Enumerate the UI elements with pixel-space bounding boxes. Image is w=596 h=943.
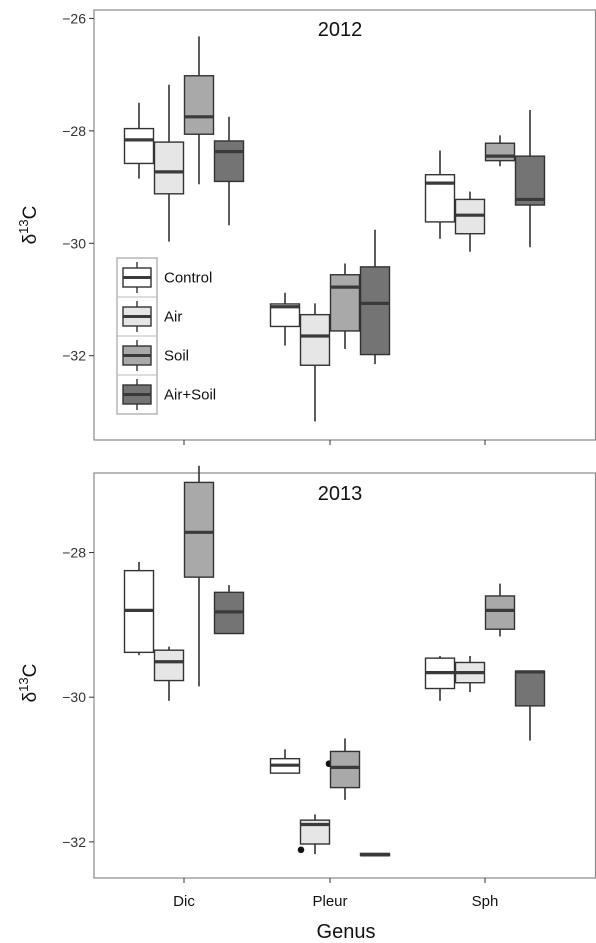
legend-key-air-soil [116, 374, 158, 415]
legend-key-control [116, 257, 158, 298]
y-label-sup: 13 [16, 219, 31, 233]
panel-title: 2013 [318, 483, 363, 505]
x-tick-label: Sph [472, 893, 499, 910]
box-air-dic [153, 84, 185, 242]
box-body [359, 266, 391, 356]
legend-label: Control [164, 270, 212, 287]
box-control-dic [123, 561, 155, 656]
box-body [514, 670, 546, 707]
box-body [153, 649, 185, 682]
box-body [123, 127, 155, 165]
legend-label: Air+Soil [164, 387, 216, 404]
box-body [213, 140, 245, 183]
box-control-pleur [269, 292, 301, 346]
box-control-pleur [269, 749, 301, 774]
box-body [484, 595, 516, 630]
y-tick-label: −28 [62, 123, 86, 139]
panel-2012: 2012 −32 −30 −28 −26 δ13C Control Air Soil Air+So… [16, 9, 596, 445]
box-soil-sph [484, 583, 516, 637]
box-body [153, 141, 185, 195]
box-air-soil-pleur [359, 229, 391, 365]
legend-label: Soil [164, 348, 189, 365]
legend-key-soil [116, 335, 158, 376]
y-tick-label: −28 [62, 545, 86, 561]
legend: Control Air Soil Air+Soil [116, 257, 216, 415]
legend-label: Air [164, 309, 182, 326]
y-tick-label: −26 [62, 10, 86, 26]
box-soil-sph [484, 135, 516, 167]
box-air-sph [454, 191, 486, 252]
y-axis-label: δ13C [16, 664, 41, 703]
box-air-soil-pleur [359, 852, 391, 857]
box-air-soil-sph [514, 110, 546, 248]
panel-title: 2012 [318, 19, 363, 41]
legend-key-air [116, 296, 158, 337]
y-label-base: δ [20, 234, 41, 245]
box-body [183, 75, 215, 135]
y-tick-label: −30 [62, 235, 86, 251]
box-soil-dic [183, 36, 215, 185]
x-tick-label: Pleur [312, 893, 347, 910]
box-body [269, 303, 301, 328]
box-air-soil-sph [514, 670, 546, 741]
box-body [329, 750, 361, 789]
box-air-sph [454, 655, 486, 693]
box-control-sph [424, 150, 456, 239]
panel-2013: 2013 −32 −30 −28 δ13C Dic Pleur Sph Genus [16, 465, 596, 943]
y-label-sup: 13 [16, 677, 31, 691]
box-control-dic [123, 102, 155, 179]
y-axis-label: δ13C [16, 206, 41, 245]
box-body [299, 819, 331, 845]
x-tick-label: Dic [173, 893, 195, 910]
x-axis-label: Genus [317, 921, 376, 943]
box-body [514, 155, 546, 206]
box-air-soil-dic [213, 585, 245, 635]
y-label-tail: C [20, 664, 41, 678]
box-body [299, 313, 331, 366]
y-tick-label: −30 [62, 689, 86, 705]
box-soil-pleur [329, 738, 361, 800]
y-tick-label: −32 [62, 834, 86, 850]
outlier-point [297, 846, 305, 854]
box-air-pleur [299, 303, 331, 422]
box-air-soil-dic [213, 116, 245, 226]
box-air-dic [153, 646, 185, 701]
legend-key-cell [116, 374, 158, 415]
y-tick-label: −32 [62, 348, 86, 364]
y-label-tail: C [20, 206, 41, 220]
box-soil-pleur [329, 263, 361, 349]
box-body [484, 142, 516, 162]
box-control-sph [424, 655, 456, 701]
y-label-base: δ [20, 692, 41, 703]
box-body [329, 274, 361, 332]
box-air-pleur [297, 760, 333, 855]
box-soil-dic [183, 465, 215, 687]
box-body [183, 481, 215, 578]
